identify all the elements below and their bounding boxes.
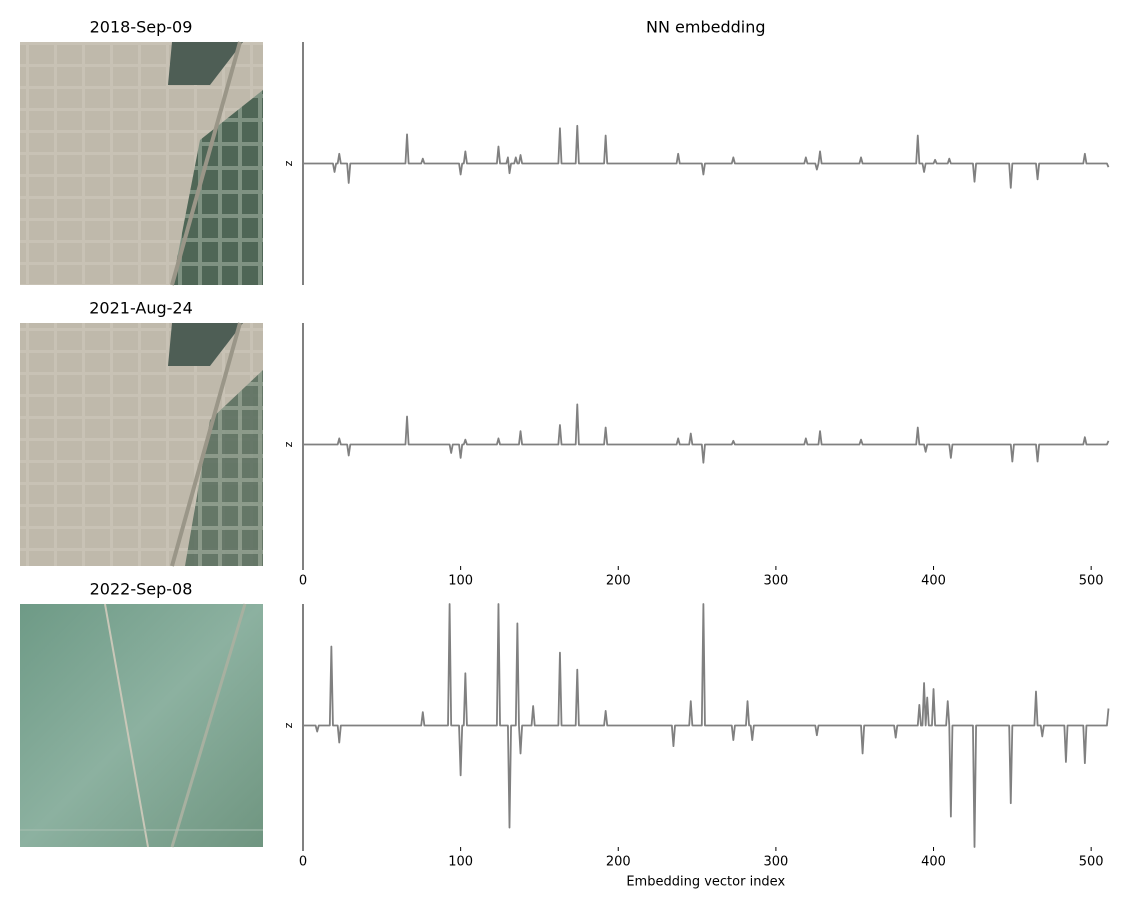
satellite-image xyxy=(20,322,263,567)
satellite-image xyxy=(20,41,263,286)
x-tick-label: 500 xyxy=(1079,574,1104,589)
image-title: 2018-Sep-09 xyxy=(90,18,193,37)
x-tick-label: 300 xyxy=(763,855,788,870)
y-axis-label: z xyxy=(282,160,295,166)
x-tick-label: 100 xyxy=(448,855,473,870)
x-axis-label: Embedding vector index xyxy=(626,875,785,890)
x-tick-label: 200 xyxy=(606,855,631,870)
x-tick-label: 400 xyxy=(921,574,946,589)
chart-title: NN embedding xyxy=(646,18,766,37)
line xyxy=(303,403,1110,464)
x-tick-label: 0 xyxy=(299,574,307,589)
y-axis-label: z xyxy=(282,441,295,447)
image-title: 2021-Aug-24 xyxy=(89,299,193,318)
line xyxy=(303,603,1110,848)
x-tick-label: 400 xyxy=(921,855,946,870)
image-title: 2022-Sep-08 xyxy=(90,580,193,599)
y-axis-label: z xyxy=(282,722,295,728)
x-tick-label: 100 xyxy=(448,574,473,589)
line xyxy=(303,124,1110,189)
satellite-image xyxy=(20,603,263,848)
x-tick-label: 200 xyxy=(606,574,631,589)
x-tick-label: 300 xyxy=(763,574,788,589)
x-tick-label: 500 xyxy=(1079,855,1104,870)
x-tick-label: 0 xyxy=(299,855,307,870)
